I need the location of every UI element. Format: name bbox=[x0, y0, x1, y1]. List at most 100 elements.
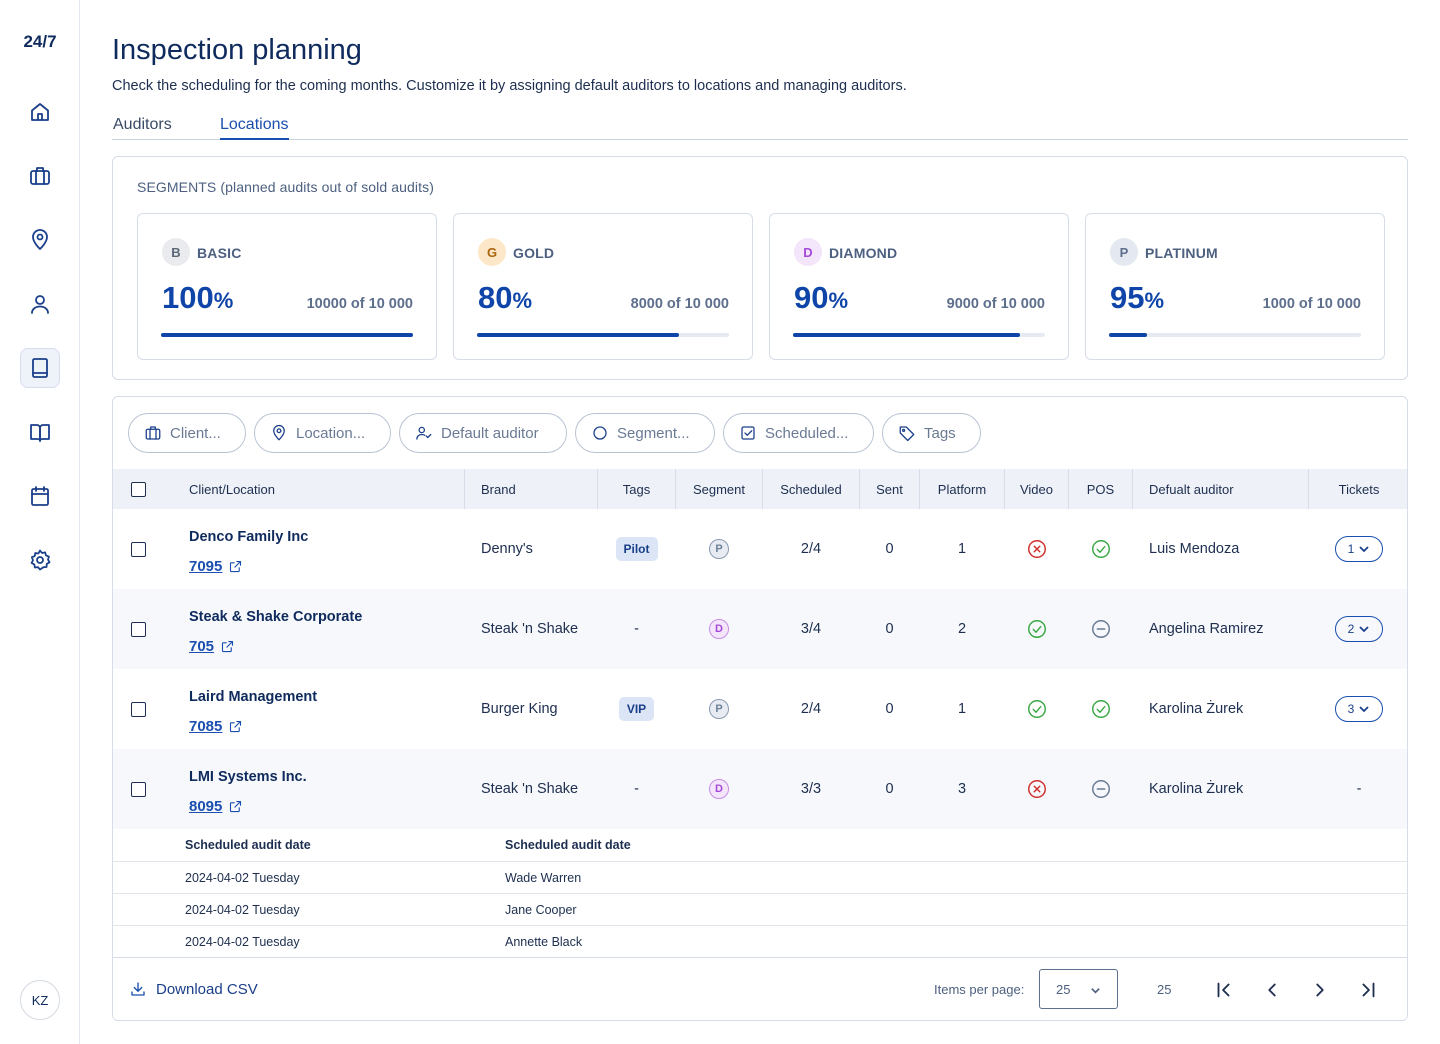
audit-date: 2024-04-02 Tuesday bbox=[185, 903, 300, 917]
map-pin-icon bbox=[273, 424, 285, 441]
filter-segment[interactable]: Segment... bbox=[575, 413, 715, 453]
col-sent[interactable]: Sent bbox=[876, 481, 903, 497]
briefcase-icon bbox=[145, 426, 161, 440]
calendar-nav-button[interactable] bbox=[20, 476, 60, 516]
tab-auditors[interactable]: Auditors bbox=[113, 116, 172, 133]
col-video[interactable]: Video bbox=[1019, 481, 1053, 497]
tag-pill[interactable]: Pilot bbox=[615, 537, 658, 561]
filter-location[interactable]: Location... bbox=[254, 413, 391, 453]
segment-badge: P bbox=[1110, 238, 1138, 266]
download-csv-button[interactable]: Download CSV bbox=[129, 980, 258, 998]
pos-status bbox=[1069, 589, 1132, 669]
home-nav-button[interactable] bbox=[20, 92, 60, 132]
segment-progress-fill bbox=[477, 333, 679, 337]
tab-locations[interactable]: Locations bbox=[220, 116, 289, 140]
platform-cell: 3 bbox=[957, 781, 967, 797]
col-segment[interactable]: Segment bbox=[692, 481, 746, 497]
chevron-down-icon bbox=[1091, 988, 1100, 994]
download-icon bbox=[131, 982, 145, 996]
users-nav-button[interactable] bbox=[20, 284, 60, 324]
filter-scheduled[interactable]: Scheduled... bbox=[723, 413, 874, 453]
filter-client[interactable]: Client... bbox=[128, 413, 246, 453]
scheduled-audit-row: 2024-04-02 Tuesday Annette Black bbox=[113, 926, 1407, 958]
audit-date: 2024-04-02 Tuesday bbox=[185, 935, 300, 949]
default-auditor-cell: Karolina Żurek bbox=[1149, 781, 1244, 797]
col-brand[interactable]: Brand bbox=[481, 481, 516, 497]
segments-title: SEGMENTS (planned audits out of sold aud… bbox=[137, 179, 434, 195]
tags-cell: - bbox=[598, 589, 675, 669]
app-logo[interactable]: 24/7 bbox=[23, 32, 57, 51]
table-row[interactable]: Laird Management 7085 Burger King VIP P … bbox=[113, 669, 1407, 749]
next-page-button[interactable] bbox=[1308, 978, 1332, 1002]
table-row[interactable]: Denco Family Inc 7095 Denny's Pilot P 2/… bbox=[113, 509, 1407, 589]
select-all-checkbox[interactable] bbox=[131, 481, 146, 497]
tickets-dropdown[interactable]: 3 bbox=[1335, 696, 1383, 722]
location-link[interactable]: 7085 bbox=[189, 718, 243, 735]
location-link[interactable]: 705 bbox=[189, 638, 235, 655]
col-tags[interactable]: Tags bbox=[622, 481, 651, 497]
last-page-button[interactable] bbox=[1356, 978, 1380, 1002]
tickets-dropdown[interactable]: 1 bbox=[1335, 536, 1383, 562]
segment-cell: P bbox=[676, 669, 762, 749]
inspection-planning-nav-button[interactable] bbox=[20, 348, 60, 388]
client-name: Denco Family Inc bbox=[189, 529, 309, 545]
client-name: Laird Management bbox=[189, 689, 318, 705]
segment-card-basic: B BASIC 100% 10000 of 10 000 bbox=[137, 213, 437, 360]
locations-nav-button[interactable] bbox=[20, 220, 60, 260]
filter-tags[interactable]: Tags bbox=[882, 413, 981, 453]
tickets-dropdown[interactable]: 2 bbox=[1335, 616, 1383, 642]
open-book-icon bbox=[30, 424, 50, 442]
col-default-auditor[interactable]: Defualt auditor bbox=[1149, 481, 1234, 497]
items-per-page-select[interactable]: 25 bbox=[1039, 969, 1118, 1009]
row-checkbox[interactable] bbox=[131, 541, 146, 557]
audit-auditor: Jane Cooper bbox=[505, 903, 577, 917]
col-scheduled[interactable]: Scheduled bbox=[780, 481, 842, 497]
settings-nav-button[interactable] bbox=[20, 540, 60, 580]
brand-cell: Denny's bbox=[481, 541, 533, 557]
tag-empty: - bbox=[634, 781, 639, 797]
location-link[interactable]: 8095 bbox=[189, 798, 243, 815]
platform-cell: 1 bbox=[957, 541, 967, 557]
segment-badge: D bbox=[794, 238, 822, 266]
col-pos[interactable]: POS bbox=[1086, 481, 1115, 497]
sent-cell: 0 bbox=[885, 781, 894, 797]
segment-name: BASIC bbox=[197, 245, 242, 261]
tag-pill[interactable]: VIP bbox=[618, 697, 655, 721]
last-page-icon bbox=[1362, 982, 1375, 998]
column-divider bbox=[919, 469, 920, 509]
location-link[interactable]: 7095 bbox=[189, 558, 243, 575]
prev-page-button[interactable] bbox=[1260, 978, 1284, 1002]
brand-cell: Steak 'n Shake bbox=[481, 621, 579, 637]
segment-progress-fill bbox=[1109, 333, 1147, 337]
clients-nav-button[interactable] bbox=[20, 156, 60, 196]
tickets-count: 3 bbox=[1347, 702, 1355, 716]
tickets-cell: 3 bbox=[1309, 669, 1407, 749]
col-tickets[interactable]: Tickets bbox=[1338, 481, 1380, 497]
segment-progress-fill bbox=[161, 333, 413, 337]
first-page-button[interactable] bbox=[1212, 978, 1236, 1002]
location-id: 8095 bbox=[189, 798, 223, 815]
col-client-location[interactable]: Client/Location bbox=[189, 481, 275, 497]
segment-progress-track bbox=[1109, 333, 1361, 337]
default-auditor-cell: Luis Mendoza bbox=[1149, 541, 1240, 557]
segment-progress-track bbox=[793, 333, 1045, 337]
filter-label: Default auditor bbox=[441, 424, 539, 442]
col-platform[interactable]: Platform bbox=[937, 481, 987, 497]
segment-name: DIAMOND bbox=[829, 245, 898, 261]
segment-count: 1000 of 10 000 bbox=[1262, 296, 1361, 312]
client-name: Steak & Shake Corporate bbox=[189, 609, 363, 625]
table-row[interactable]: LMI Systems Inc. 8095 Steak 'n Shake - D… bbox=[113, 749, 1407, 829]
x-circle-icon bbox=[1027, 540, 1046, 558]
table-row[interactable]: Steak & Shake Corporate 705 Steak 'n Sha… bbox=[113, 589, 1407, 669]
filter-default-auditor[interactable]: Default auditor bbox=[399, 413, 567, 453]
audit-date: 2024-04-02 Tuesday bbox=[185, 871, 300, 885]
scheduled-cell: 3/3 bbox=[800, 781, 822, 797]
row-checkbox[interactable] bbox=[131, 701, 146, 717]
user-avatar[interactable]: KZ bbox=[20, 980, 60, 1020]
segment-percent: 80% bbox=[478, 280, 533, 315]
row-checkbox[interactable] bbox=[131, 621, 146, 637]
row-checkbox[interactable] bbox=[131, 781, 146, 797]
gear-icon bbox=[30, 549, 51, 571]
video-status bbox=[1005, 589, 1068, 669]
guides-nav-button[interactable] bbox=[20, 412, 60, 452]
